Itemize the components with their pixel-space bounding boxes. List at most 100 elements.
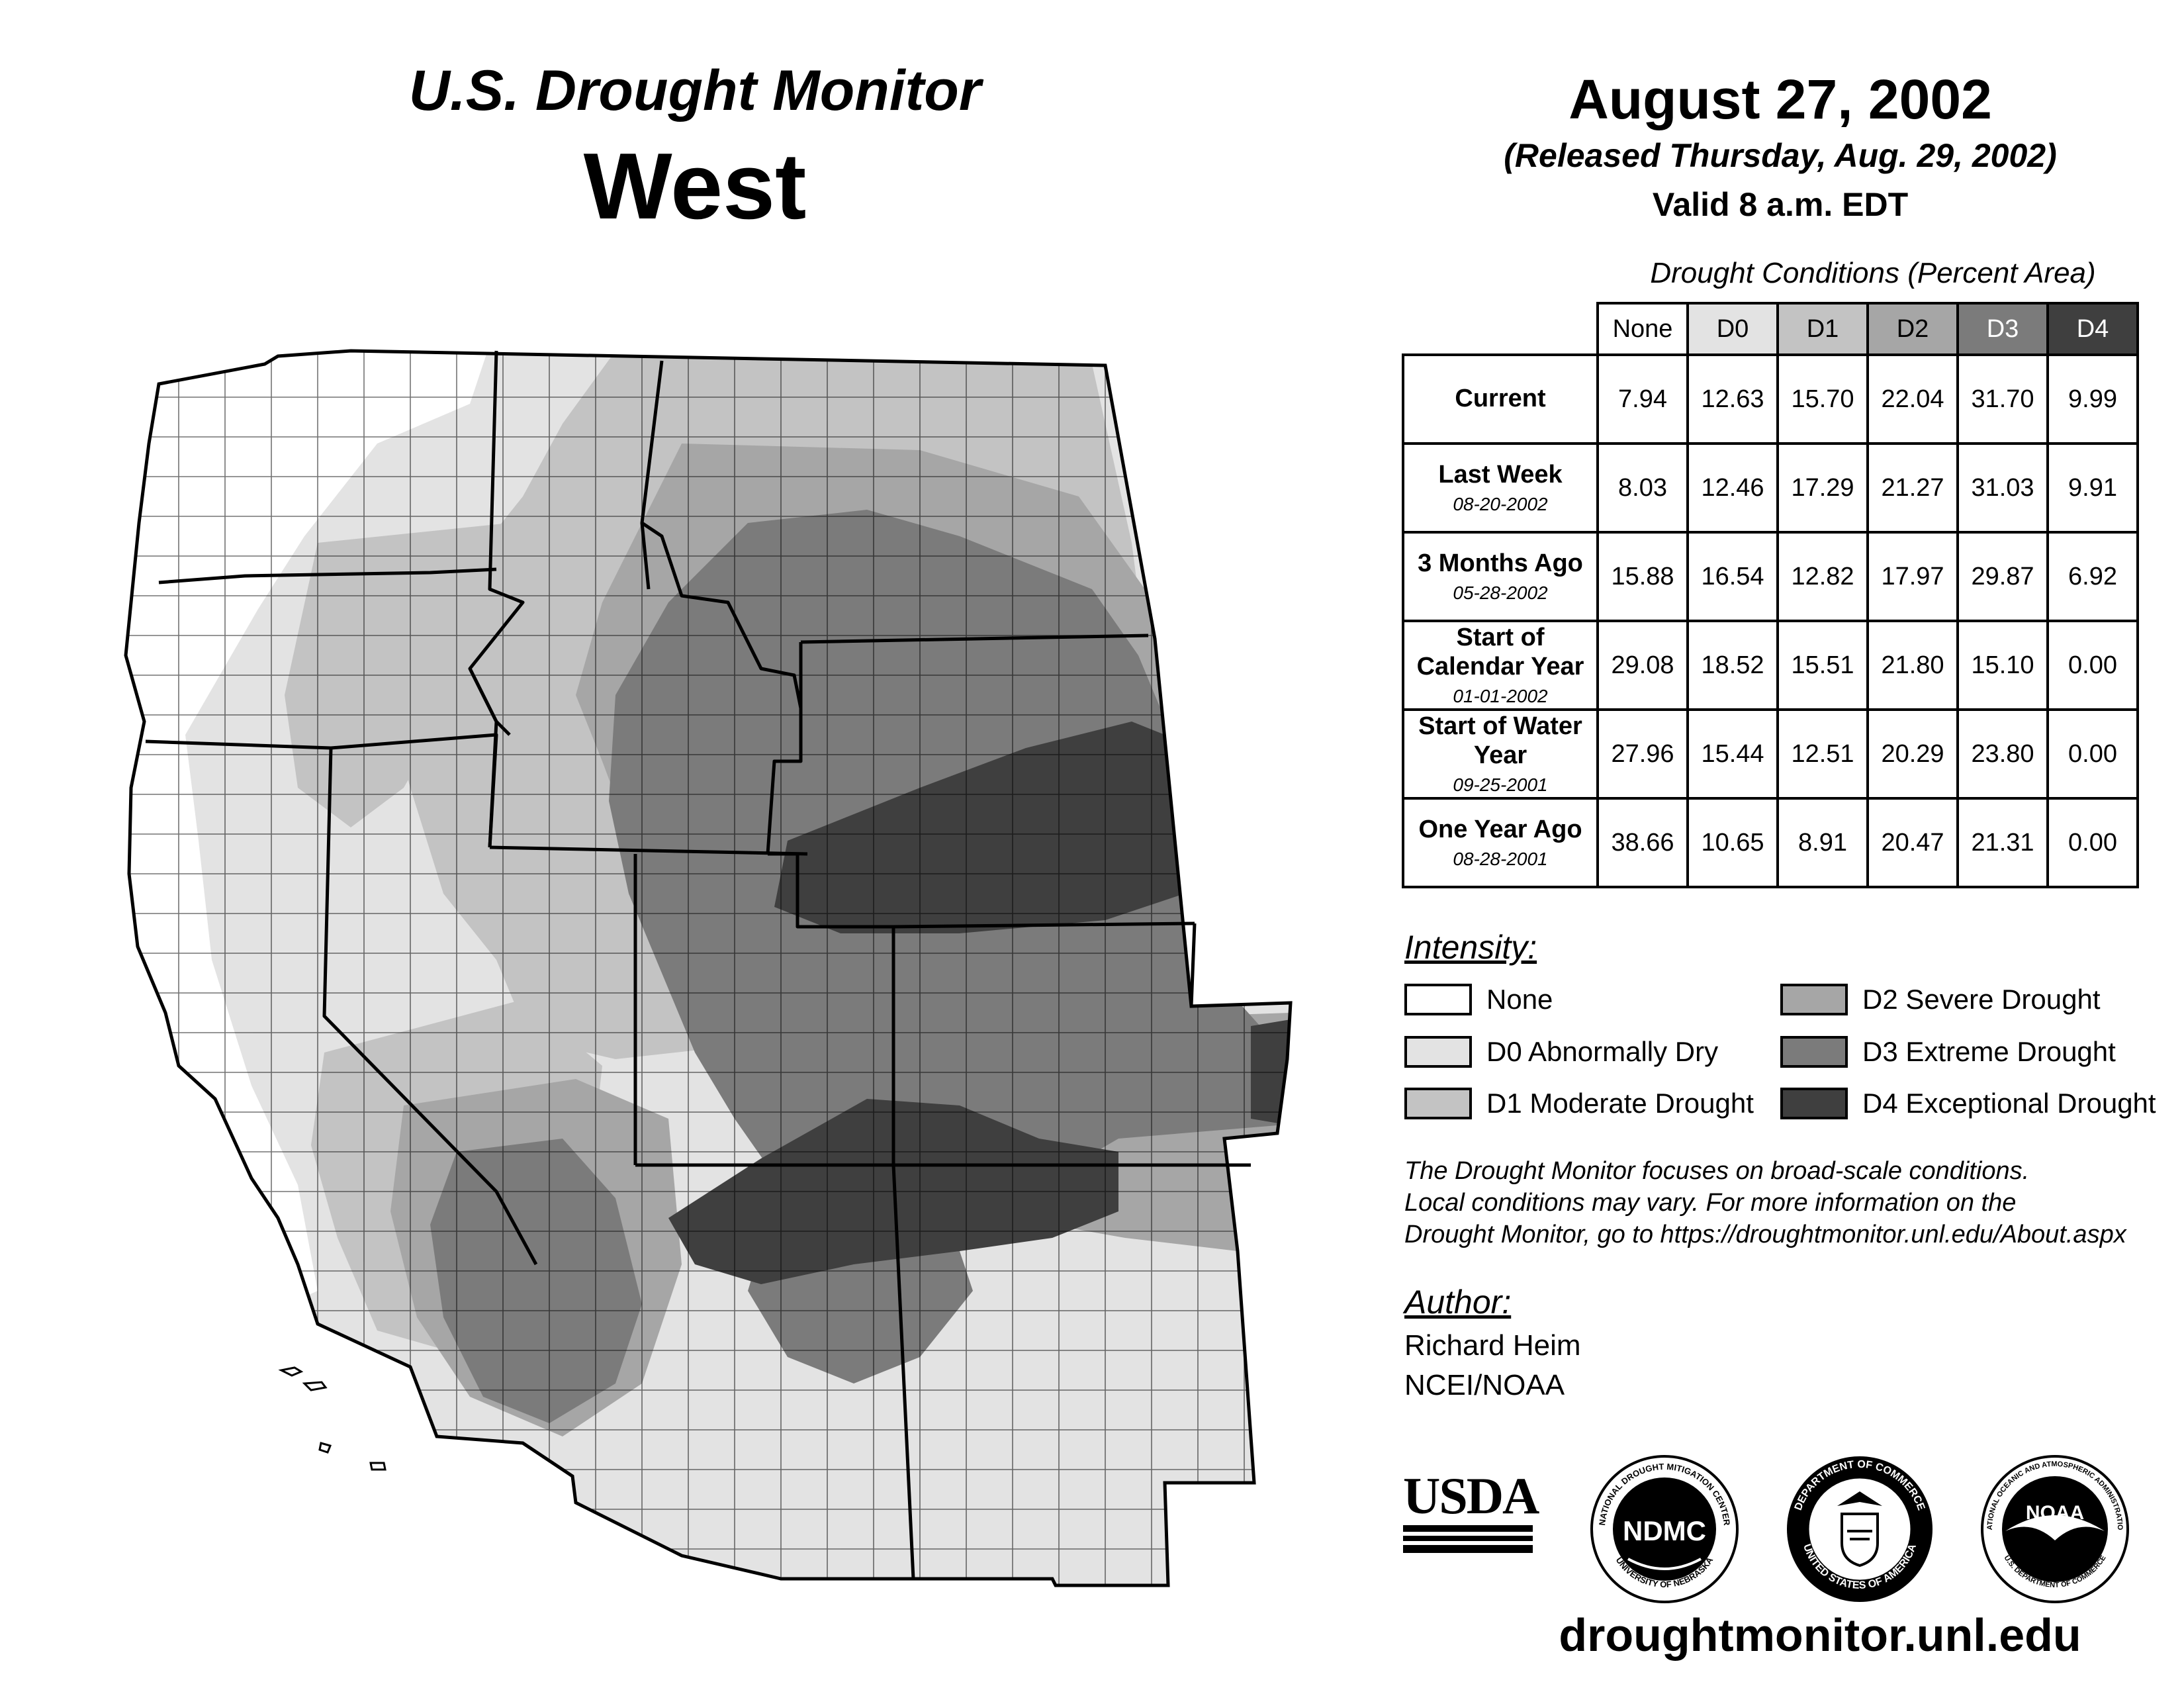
note-line: Local conditions may vary. For more info… bbox=[1404, 1189, 2017, 1217]
table-cell: 9.99 bbox=[2046, 353, 2139, 445]
row-label: Start of Water Year 09-25-2001 bbox=[1402, 708, 1599, 800]
legend-label: D2 Severe Drought bbox=[1862, 984, 2101, 1015]
table-row: Last Week 08-20-2002 8.03 12.46 17.29 21.… bbox=[1402, 442, 2139, 534]
author-name: Richard Heim bbox=[1404, 1329, 1581, 1362]
table-cell: 12.82 bbox=[1776, 531, 1869, 622]
legend-swatch bbox=[1780, 984, 1848, 1015]
drought-map bbox=[99, 324, 1304, 1595]
ndmc-logo: NDMC NATIONAL DROUGHT MITIGATION CENTER … bbox=[1590, 1455, 1739, 1603]
legend-item-d0: D0 Abnormally Dry bbox=[1404, 1034, 1718, 1070]
row-label: Current bbox=[1402, 353, 1599, 445]
column-header-none: None bbox=[1596, 302, 1689, 356]
noaa-wordmark: NOAA bbox=[2026, 1502, 2084, 1524]
department-of-commerce-seal: DEPARTMENT OF COMMERCE UNITED STATES OF … bbox=[1787, 1456, 1933, 1602]
row-date: 08-28-2001 bbox=[1453, 848, 1548, 869]
header-blank-cell bbox=[1403, 303, 1598, 356]
map-date: August 27, 2002 bbox=[1569, 68, 1992, 130]
legend-swatch bbox=[1404, 1036, 1472, 1068]
table-cell: 6.92 bbox=[2046, 531, 2139, 622]
author-heading: Author: bbox=[1404, 1284, 1512, 1321]
table-cell: 0.00 bbox=[2046, 708, 2139, 800]
table-cell: 21.31 bbox=[1956, 797, 2049, 888]
row-label: Start of Calendar Year 01-01-2002 bbox=[1402, 620, 1599, 711]
legend-label: D1 Moderate Drought bbox=[1486, 1088, 1754, 1119]
ndmc-wordmark: NDMC bbox=[1623, 1515, 1706, 1546]
table-cell: 15.70 bbox=[1776, 353, 1869, 445]
table-cell: 27.96 bbox=[1596, 708, 1689, 800]
row-label-text: Start of Calendar Year bbox=[1416, 624, 1584, 680]
table-cell: 0.00 bbox=[2046, 620, 2139, 711]
legend-item-d1: D1 Moderate Drought bbox=[1404, 1086, 1754, 1121]
table-cell: 17.97 bbox=[1866, 531, 1959, 622]
seagull-icon bbox=[2005, 1515, 2105, 1540]
table-cell: 17.29 bbox=[1776, 442, 1869, 534]
disclaimer-note: The Drought Monitor focuses on broad-sca… bbox=[1404, 1155, 2165, 1250]
row-date: 01-01-2002 bbox=[1453, 685, 1548, 706]
drought-stats-table: None D0 D1 D2 D3 D4 Current 7.94 12.63 1… bbox=[1402, 302, 2139, 888]
table-cell: 15.51 bbox=[1776, 620, 1869, 711]
legend-label: D4 Exceptional Drought bbox=[1862, 1088, 2156, 1119]
legend-label: None bbox=[1486, 984, 1553, 1015]
table-cell: 31.70 bbox=[1956, 353, 2049, 445]
legend-swatch bbox=[1780, 1088, 1848, 1119]
table-cell: 15.88 bbox=[1596, 531, 1689, 622]
row-label-text: Last Week bbox=[1438, 461, 1563, 489]
legend-item-d3: D3 Extreme Drought bbox=[1780, 1034, 2116, 1070]
author-org: NCEI/NOAA bbox=[1404, 1369, 1565, 1401]
row-label: 3 Months Ago 05-28-2002 bbox=[1402, 531, 1599, 622]
table-cell: 22.04 bbox=[1866, 353, 1959, 445]
legend-item-d2: D2 Severe Drought bbox=[1780, 982, 2101, 1017]
legend-label: D0 Abnormally Dry bbox=[1486, 1036, 1719, 1067]
table-cell: 12.46 bbox=[1686, 442, 1779, 534]
legend-swatch bbox=[1404, 1088, 1472, 1119]
table-row: One Year Ago 08-28-2001 38.66 10.65 8.91 … bbox=[1402, 797, 2139, 888]
table-cell: 18.52 bbox=[1686, 620, 1779, 711]
legend-label: D3 Extreme Drought bbox=[1862, 1036, 2116, 1067]
table-cell: 12.51 bbox=[1776, 708, 1869, 800]
table-cell: 8.91 bbox=[1776, 797, 1869, 888]
legend-item-d4: D4 Exceptional Drought bbox=[1780, 1086, 2156, 1121]
noaa-logo: NOAA NATIONAL OCEANIC AND ATMOSPHERIC AD… bbox=[1979, 1453, 2129, 1603]
table-cell: 7.94 bbox=[1596, 353, 1689, 445]
website-url[interactable]: droughtmonitor.unl.edu bbox=[1559, 1609, 2081, 1661]
note-line: Drought Monitor, go to https://droughtmo… bbox=[1404, 1221, 2126, 1248]
table-row: Start of Water Year 09-25-2001 27.96 15.4… bbox=[1402, 708, 2139, 800]
column-header-d0: D0 bbox=[1686, 302, 1779, 356]
row-label-text: One Year Ago bbox=[1418, 816, 1582, 844]
legend-swatch bbox=[1404, 984, 1472, 1015]
table-cell: 9.91 bbox=[2046, 442, 2139, 534]
region-title: West bbox=[583, 134, 807, 239]
table-cell: 23.80 bbox=[1956, 708, 2049, 800]
table-cell: 31.03 bbox=[1956, 442, 2049, 534]
row-date: 09-25-2001 bbox=[1453, 774, 1548, 795]
usda-logo: USDA bbox=[1403, 1470, 1539, 1569]
row-label: One Year Ago 08-28-2001 bbox=[1402, 797, 1599, 888]
table-cell: 21.27 bbox=[1866, 442, 1959, 534]
column-header-d4: D4 bbox=[2046, 302, 2139, 356]
table-cell: 29.08 bbox=[1596, 620, 1689, 711]
row-date: 05-28-2002 bbox=[1453, 582, 1548, 603]
note-line: The Drought Monitor focuses on broad-sca… bbox=[1404, 1157, 2030, 1185]
table-cell: 29.87 bbox=[1956, 531, 2049, 622]
release-date: (Released Thursday, Aug. 29, 2002) bbox=[1504, 137, 2057, 174]
eagle-icon bbox=[1837, 1491, 1882, 1506]
row-label-text: Current bbox=[1455, 385, 1546, 413]
table-cell: 0.00 bbox=[2046, 797, 2139, 888]
column-header-d2: D2 bbox=[1866, 302, 1959, 356]
table-header-row: None D0 D1 D2 D3 D4 bbox=[1403, 302, 2139, 356]
legend-heading: Intensity: bbox=[1404, 929, 1537, 966]
table-cell: 15.44 bbox=[1686, 708, 1779, 800]
table-cell: 20.47 bbox=[1866, 797, 1959, 888]
column-header-d1: D1 bbox=[1776, 302, 1869, 356]
table-cell: 15.10 bbox=[1956, 620, 2049, 711]
table-row: Start of Calendar Year 01-01-2002 29.08 1… bbox=[1402, 620, 2139, 711]
map-title: U.S. Drought Monitor bbox=[408, 59, 981, 122]
table-cell: 38.66 bbox=[1596, 797, 1689, 888]
table-cell: 12.63 bbox=[1686, 353, 1779, 445]
table-caption: Drought Conditions (Percent Area) bbox=[1650, 257, 2096, 289]
legend-item-none: None bbox=[1404, 982, 1553, 1017]
row-label-text: 3 Months Ago bbox=[1418, 549, 1583, 578]
table-cell: 8.03 bbox=[1596, 442, 1689, 534]
table-cell: 20.29 bbox=[1866, 708, 1959, 800]
row-label-text: Start of Water Year bbox=[1418, 712, 1582, 769]
